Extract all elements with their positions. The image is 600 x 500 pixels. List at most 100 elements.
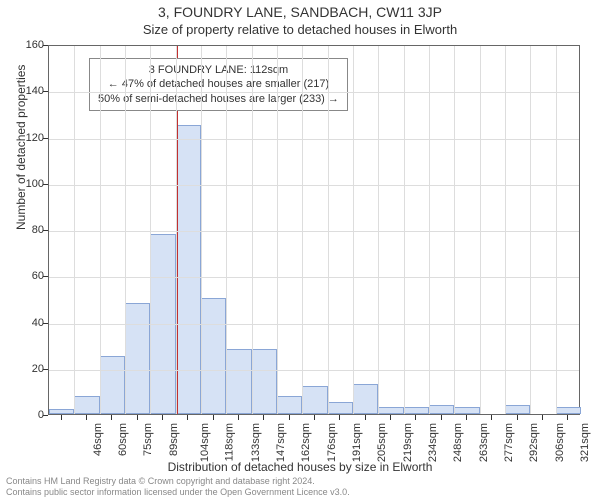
xtick-mark bbox=[162, 415, 163, 420]
footer-line-1: Contains HM Land Registry data © Crown c… bbox=[6, 476, 350, 487]
histogram-bar bbox=[226, 349, 251, 414]
histogram-bar bbox=[49, 409, 74, 414]
xtick-mark bbox=[137, 415, 138, 420]
xtick-mark bbox=[213, 415, 214, 420]
xtick-mark bbox=[86, 415, 87, 420]
histogram-bar bbox=[353, 384, 378, 414]
xtick-label: 292sqm bbox=[528, 423, 540, 462]
ytick-label: 0 bbox=[4, 409, 44, 421]
histogram-bar bbox=[429, 405, 454, 414]
xtick-mark bbox=[263, 415, 264, 420]
gridline-h bbox=[49, 231, 579, 232]
gridline-v bbox=[429, 46, 430, 414]
xtick-label: 89sqm bbox=[168, 423, 180, 456]
histogram-bar bbox=[100, 356, 125, 414]
ytick-label: 80 bbox=[4, 224, 44, 236]
gridline-v bbox=[404, 46, 405, 414]
gridline-h bbox=[49, 185, 579, 186]
chart-plot-area: 3 FOUNDRY LANE: 112sqm ← 47% of detached… bbox=[48, 45, 580, 415]
histogram-bar bbox=[277, 396, 302, 415]
xtick-mark bbox=[339, 415, 340, 420]
xtick-label: 248sqm bbox=[452, 423, 464, 462]
gridline-v bbox=[378, 46, 379, 414]
gridline-v bbox=[176, 46, 177, 414]
ytick-label: 100 bbox=[4, 178, 44, 190]
gridline-v bbox=[201, 46, 202, 414]
gridline-v bbox=[328, 46, 329, 414]
histogram-bar bbox=[201, 298, 226, 414]
xtick-label: 162sqm bbox=[300, 423, 312, 462]
xtick-label: 277sqm bbox=[503, 423, 515, 462]
xtick-mark bbox=[365, 415, 366, 420]
xtick-label: 147sqm bbox=[275, 423, 287, 462]
xtick-mark bbox=[466, 415, 467, 420]
gridline-v bbox=[530, 46, 531, 414]
xtick-mark bbox=[542, 415, 543, 420]
xtick-label: 75sqm bbox=[142, 423, 154, 456]
histogram-bar bbox=[125, 303, 150, 414]
xtick-label: 191sqm bbox=[351, 423, 363, 462]
gridline-v bbox=[277, 46, 278, 414]
footer-attribution: Contains HM Land Registry data © Crown c… bbox=[6, 476, 350, 498]
xtick-mark bbox=[517, 415, 518, 420]
xtick-label: 60sqm bbox=[117, 423, 129, 456]
gridline-h bbox=[49, 324, 579, 325]
xtick-label: 104sqm bbox=[199, 423, 211, 462]
xtick-label: 176sqm bbox=[326, 423, 338, 462]
gridline-v bbox=[226, 46, 227, 414]
ytick-label: 20 bbox=[4, 363, 44, 375]
xtick-mark bbox=[390, 415, 391, 420]
xtick-mark bbox=[289, 415, 290, 420]
ytick-label: 120 bbox=[4, 132, 44, 144]
gridline-v bbox=[505, 46, 506, 414]
gridline-v bbox=[454, 46, 455, 414]
histogram-bar bbox=[404, 407, 429, 414]
xtick-label: 46sqm bbox=[92, 423, 104, 456]
xtick-mark bbox=[314, 415, 315, 420]
xtick-mark bbox=[567, 415, 568, 420]
ytick-label: 140 bbox=[4, 85, 44, 97]
annotation-box: 3 FOUNDRY LANE: 112sqm ← 47% of detached… bbox=[89, 58, 348, 111]
chart-subtitle: Size of property relative to detached ho… bbox=[0, 22, 600, 37]
gridline-v bbox=[125, 46, 126, 414]
xtick-mark bbox=[441, 415, 442, 420]
xtick-mark bbox=[491, 415, 492, 420]
histogram-bar bbox=[328, 402, 353, 414]
gridline-h bbox=[49, 139, 579, 140]
gridline-v bbox=[353, 46, 354, 414]
xtick-label: 306sqm bbox=[554, 423, 566, 462]
gridline-h bbox=[49, 370, 579, 371]
histogram-bar bbox=[378, 407, 403, 414]
gridline-v bbox=[302, 46, 303, 414]
xtick-label: 219sqm bbox=[402, 423, 414, 462]
histogram-bar bbox=[302, 386, 327, 414]
xtick-label: 205sqm bbox=[376, 423, 388, 462]
histogram-bar bbox=[556, 407, 581, 414]
xtick-mark bbox=[238, 415, 239, 420]
histogram-bar bbox=[505, 405, 530, 414]
xtick-label: 133sqm bbox=[250, 423, 262, 462]
ytick-label: 60 bbox=[4, 270, 44, 282]
histogram-bar bbox=[252, 349, 277, 414]
xtick-mark bbox=[111, 415, 112, 420]
xtick-label: 321sqm bbox=[579, 423, 591, 462]
gridline-h bbox=[49, 92, 579, 93]
xtick-mark bbox=[187, 415, 188, 420]
gridline-v bbox=[100, 46, 101, 414]
gridline-h bbox=[49, 277, 579, 278]
xtick-label: 234sqm bbox=[427, 423, 439, 462]
gridline-v bbox=[556, 46, 557, 414]
gridline-v bbox=[150, 46, 151, 414]
histogram-bar bbox=[74, 396, 99, 415]
xtick-label: 263sqm bbox=[478, 423, 490, 462]
gridline-v bbox=[480, 46, 481, 414]
gridline-v bbox=[74, 46, 75, 414]
page-title: 3, FOUNDRY LANE, SANDBACH, CW11 3JP bbox=[0, 4, 600, 20]
ytick-label: 40 bbox=[4, 317, 44, 329]
footer-line-2: Contains public sector information licen… bbox=[6, 487, 350, 498]
ytick-label: 160 bbox=[4, 39, 44, 51]
gridline-v bbox=[252, 46, 253, 414]
histogram-bar bbox=[454, 407, 479, 414]
xtick-label: 118sqm bbox=[224, 423, 236, 461]
xtick-mark bbox=[61, 415, 62, 420]
